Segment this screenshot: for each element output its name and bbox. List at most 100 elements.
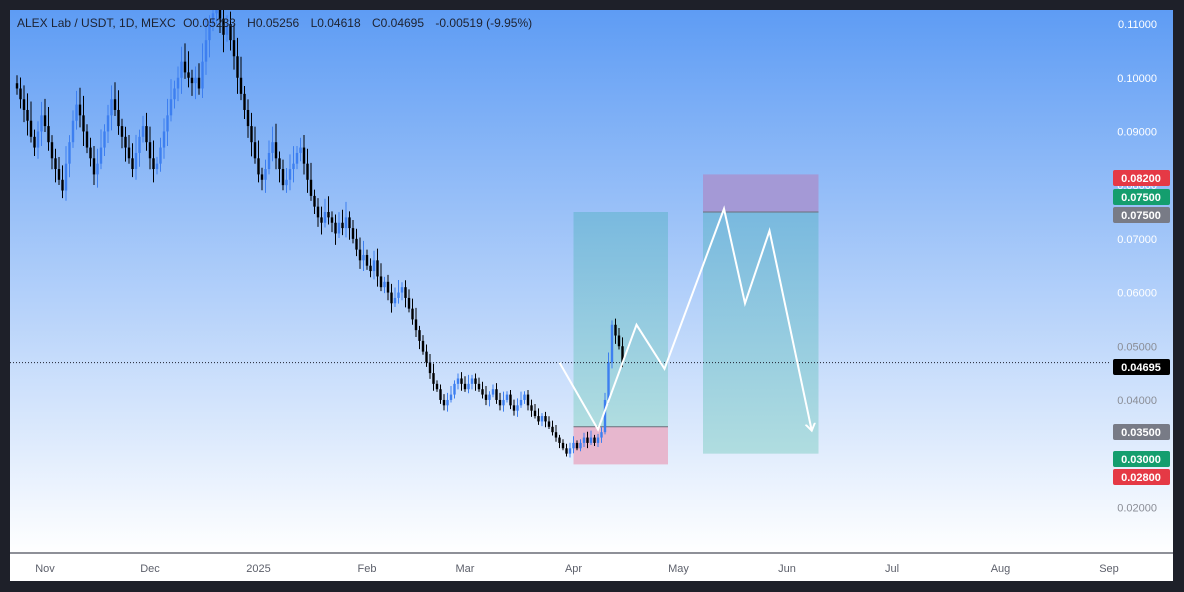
time-axis-band: [10, 553, 1173, 581]
candle: [495, 383, 498, 404]
candle: [561, 439, 565, 451]
short-target-zone[interactable]: [703, 212, 819, 454]
candle: [288, 154, 292, 191]
candle-body: [617, 335, 621, 347]
position-tools[interactable]: [573, 174, 819, 465]
price-label-bg: [1113, 189, 1170, 205]
candle-body: [169, 99, 173, 116]
candle: [407, 289, 411, 313]
candle: [330, 211, 334, 233]
price-level-label: 0.04695: [1113, 359, 1170, 375]
candle: [456, 373, 460, 390]
candle-body: [64, 163, 68, 191]
candle: [344, 201, 348, 238]
candle-body: [491, 389, 495, 395]
candle: [106, 104, 110, 144]
candle-body: [575, 442, 579, 449]
candle: [453, 380, 456, 399]
projection-path[interactable]: [558, 205, 812, 430]
low-value: 0.04618: [317, 16, 361, 30]
candle: [197, 63, 201, 95]
candle-body: [201, 61, 204, 89]
candle: [96, 148, 99, 188]
close-label: C: [371, 16, 381, 30]
candle-body: [152, 158, 155, 170]
candle: [285, 168, 288, 193]
candle: [215, 10, 218, 25]
candle-body: [498, 399, 502, 406]
candle: [334, 214, 337, 245]
candle: [477, 377, 481, 392]
candle-body: [257, 158, 260, 175]
price-axis[interactable]: 0.110000.100000.090000.080000.070000.060…: [1117, 19, 1157, 514]
candle: [124, 126, 127, 162]
symbol-title[interactable]: ALEX Lab / USDT, 1D, MEXC: [17, 16, 176, 30]
time-tick-label: Nov: [35, 563, 55, 575]
candle: [141, 115, 145, 143]
candle: [166, 98, 169, 146]
candle: [33, 129, 36, 156]
candle: [302, 134, 306, 175]
candle: [127, 134, 131, 164]
candle-body: [621, 346, 624, 363]
candle: [428, 354, 432, 379]
candle-body: [215, 10, 218, 14]
candle: [397, 279, 400, 304]
candle: [243, 86, 246, 120]
candle: [218, 10, 222, 33]
candle-body: [117, 109, 120, 127]
long-target-zone[interactable]: [573, 212, 669, 427]
candle-body: [537, 416, 540, 422]
candle-body: [99, 147, 103, 164]
candle-body: [376, 260, 379, 277]
candle-body: [435, 383, 439, 390]
candle-body: [120, 126, 124, 137]
candle: [575, 440, 579, 451]
price-tick-label: 0.04000: [1117, 395, 1157, 407]
candle: [281, 159, 285, 191]
candle: [267, 140, 271, 175]
candle-body: [603, 399, 607, 433]
candle: [376, 248, 379, 287]
candle-body: [316, 206, 320, 218]
candle-body: [61, 179, 64, 191]
candle: [190, 69, 194, 96]
candle: [239, 56, 243, 101]
candle: [512, 399, 516, 416]
candle: [204, 17, 208, 75]
candle: [159, 137, 162, 172]
candle-body: [19, 88, 22, 100]
candle-body: [330, 217, 334, 223]
candle: [554, 425, 558, 442]
time-axis[interactable]: Nov Dec 2025 Feb Mar Apr May Jun Jul Aug Sep: [35, 563, 1119, 575]
candle: [369, 258, 372, 278]
candle-body: [134, 152, 138, 170]
long-stop-zone[interactable]: [573, 426, 669, 465]
candle: [257, 140, 260, 183]
short-stop-zone[interactable]: [703, 174, 819, 213]
candle-body: [306, 163, 309, 180]
candle-body: [71, 120, 75, 143]
candle: [404, 280, 407, 308]
candle: [348, 211, 351, 240]
candle-body: [446, 399, 449, 406]
candle-body: [341, 222, 344, 229]
candle-body: [579, 442, 582, 449]
candle: [15, 75, 19, 95]
candle: [327, 196, 330, 225]
candle-body: [474, 378, 477, 384]
candle: [316, 198, 320, 227]
candle: [610, 320, 614, 369]
candle: [47, 107, 50, 151]
candle-body: [610, 324, 614, 363]
price-tick-label: 0.07000: [1117, 234, 1157, 246]
candle: [183, 43, 187, 79]
candle: [260, 167, 264, 191]
candle-body: [295, 152, 299, 164]
candle: [509, 389, 512, 410]
candle-body: [551, 426, 554, 433]
candle-body: [141, 126, 145, 137]
candle-body: [596, 437, 600, 443]
candle-body: [393, 297, 397, 304]
price-chart[interactable]: 0.110000.100000.090000.080000.070000.060…: [10, 10, 1173, 581]
